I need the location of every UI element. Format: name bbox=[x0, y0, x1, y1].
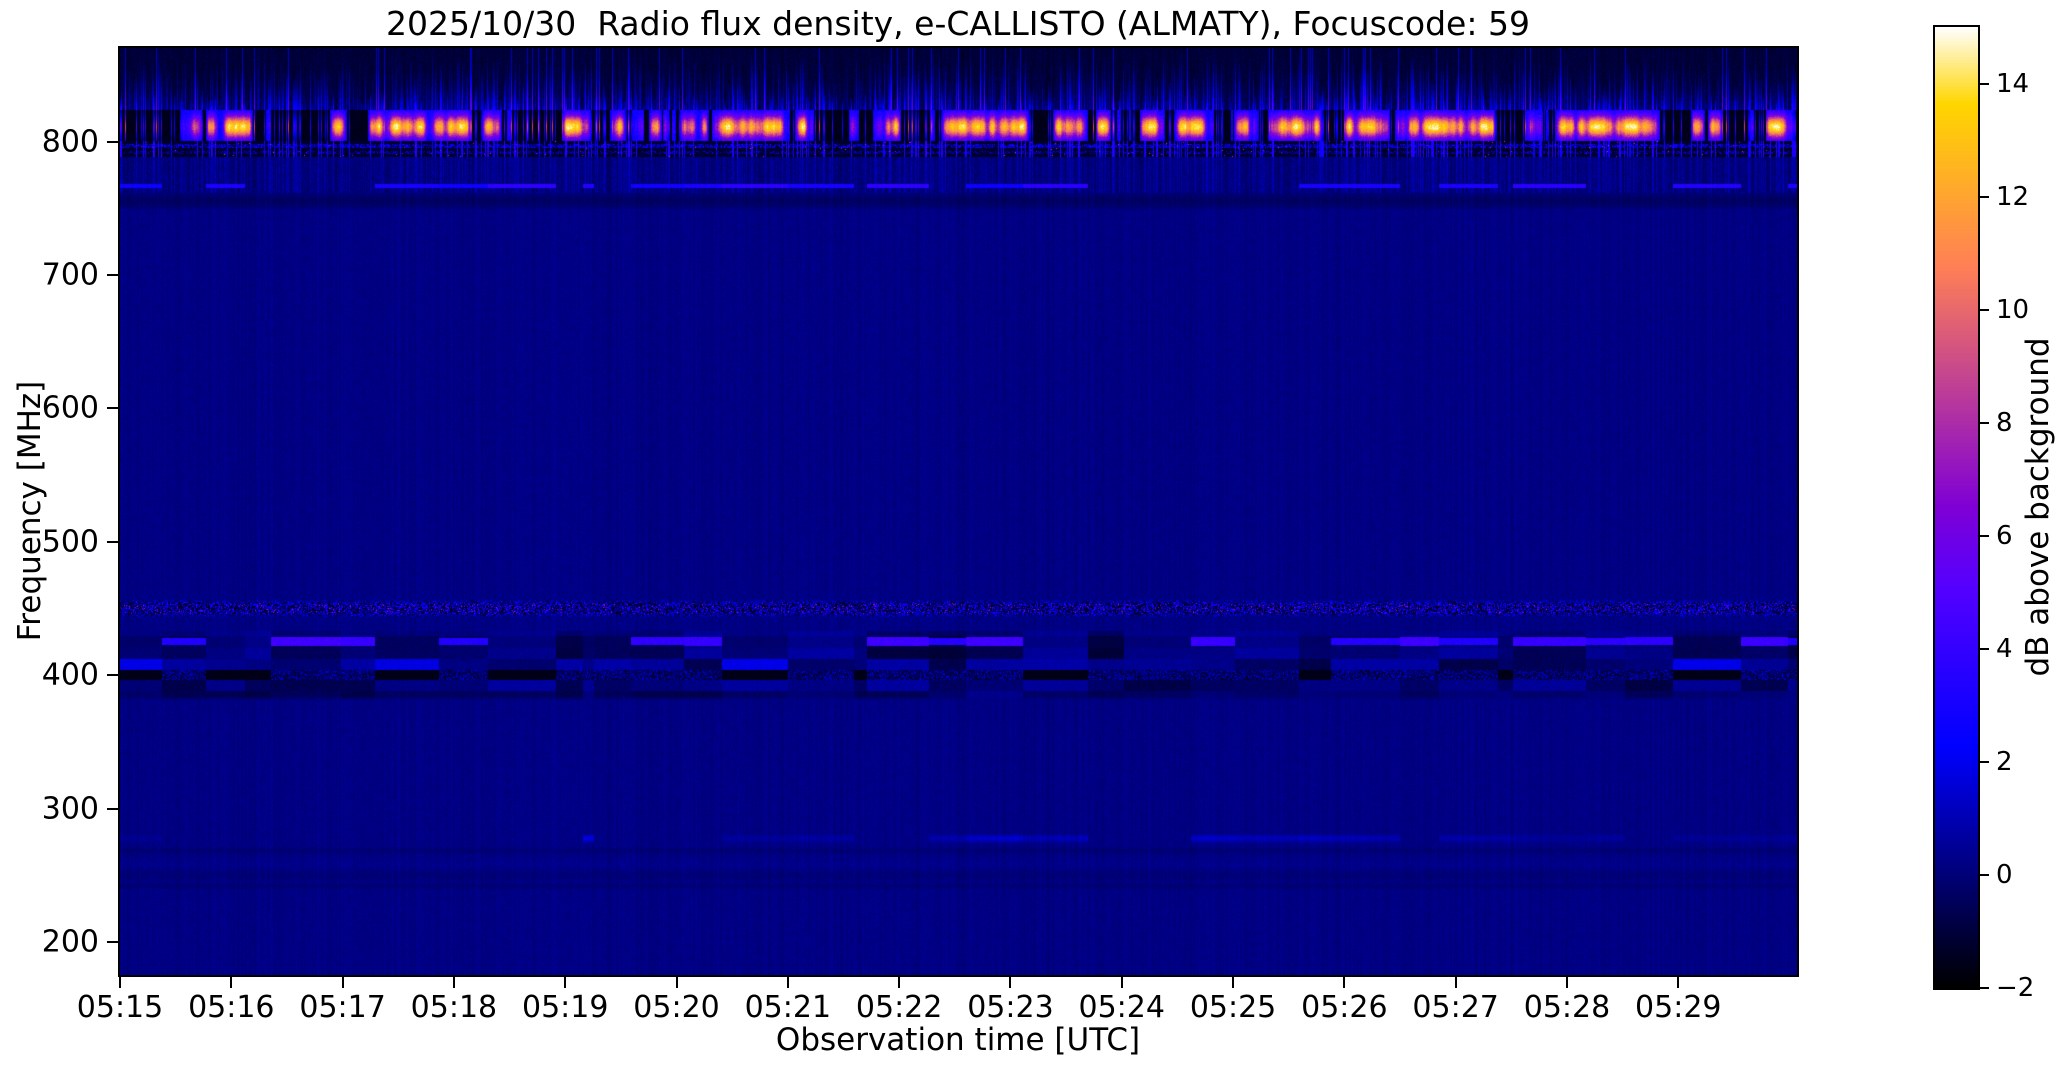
x-tick-mark bbox=[341, 977, 344, 988]
colorbar-tick-label: 2 bbox=[1996, 746, 2013, 777]
x-tick-mark bbox=[119, 977, 121, 988]
x-tick-mark bbox=[1232, 977, 1235, 988]
colorbar-tick-label: −2 bbox=[1996, 973, 2035, 1003]
x-tick-label: 05:27 bbox=[1412, 990, 1499, 1025]
x-tick-label: 05:19 bbox=[521, 990, 609, 1025]
y-tick-mark bbox=[107, 140, 118, 143]
x-tick-label: 05:23 bbox=[967, 990, 1054, 1025]
x-tick-label: 05:28 bbox=[1523, 990, 1611, 1025]
x-tick-label: 05:22 bbox=[855, 990, 943, 1025]
y-tick-label: 600 bbox=[41, 390, 99, 426]
x-tick-label: 05:24 bbox=[1078, 990, 1165, 1025]
colorbar-tick-label: 12 bbox=[1996, 181, 2030, 212]
y-tick-mark bbox=[107, 674, 118, 677]
x-tick-mark bbox=[1120, 977, 1123, 988]
x-tick-label: 05:20 bbox=[633, 990, 720, 1025]
y-tick-mark bbox=[107, 540, 118, 543]
colorbar-label: dB above background bbox=[2020, 337, 2056, 677]
y-tick-label: 500 bbox=[41, 524, 99, 560]
colorbar-tick-label: 4 bbox=[1996, 633, 2013, 664]
x-tick-label: 05:18 bbox=[410, 990, 498, 1025]
x-tick-mark bbox=[1454, 977, 1457, 988]
x-tick-mark bbox=[1565, 977, 1568, 988]
y-tick-mark bbox=[107, 274, 118, 277]
colorbar-tick-mark bbox=[1980, 647, 1989, 650]
colorbar-tick-mark bbox=[1980, 195, 1989, 198]
x-tick-mark bbox=[898, 977, 901, 988]
x-tick-label: 05:26 bbox=[1301, 990, 1388, 1025]
y-tick-mark bbox=[107, 407, 118, 410]
y-tick-label: 200 bbox=[41, 924, 99, 960]
y-tick-label: 400 bbox=[41, 657, 99, 693]
colorbar-frame bbox=[1933, 25, 1980, 990]
x-tick-mark bbox=[230, 977, 233, 988]
colorbar-tick-mark bbox=[1980, 873, 1989, 876]
x-tick-mark bbox=[786, 977, 789, 988]
x-tick-label: 05:29 bbox=[1635, 990, 1722, 1025]
x-tick-mark bbox=[675, 977, 678, 988]
x-tick-mark bbox=[1677, 977, 1680, 988]
chart-title: 2025/10/30 Radio flux density, e-CALLIST… bbox=[386, 4, 1530, 43]
x-axis-label: Observation time [UTC] bbox=[775, 1022, 1141, 1058]
y-tick-mark bbox=[107, 940, 118, 943]
x-tick-mark bbox=[1343, 977, 1346, 988]
colorbar-tick-mark bbox=[1980, 421, 1989, 424]
y-tick-label: 300 bbox=[41, 791, 99, 827]
y-tick-label: 700 bbox=[41, 257, 99, 293]
y-tick-label: 800 bbox=[41, 124, 99, 160]
x-tick-label: 05:15 bbox=[76, 990, 164, 1025]
colorbar-canvas bbox=[1935, 27, 1978, 988]
spectrogram-canvas bbox=[120, 48, 1797, 975]
x-tick-label: 05:17 bbox=[299, 990, 386, 1025]
plot-frame bbox=[118, 46, 1799, 977]
colorbar-tick-mark bbox=[1980, 308, 1989, 311]
colorbar-tick-label: 6 bbox=[1996, 520, 2013, 551]
x-tick-label: 05:16 bbox=[188, 990, 275, 1025]
x-tick-mark bbox=[564, 977, 567, 988]
colorbar-tick-label: 10 bbox=[1996, 294, 2030, 325]
colorbar-tick-mark bbox=[1980, 987, 1989, 989]
x-tick-label: 05:21 bbox=[744, 990, 832, 1025]
x-tick-mark bbox=[1009, 977, 1012, 988]
colorbar-tick-label: 8 bbox=[1996, 407, 2013, 438]
colorbar-tick-mark bbox=[1980, 760, 1989, 763]
colorbar-tick-mark bbox=[1980, 534, 1989, 537]
colorbar-tick-label: 14 bbox=[1996, 68, 2030, 99]
colorbar-tick-label: 0 bbox=[1996, 859, 2013, 890]
x-tick-mark bbox=[452, 977, 455, 988]
colorbar-tick-mark bbox=[1980, 82, 1989, 85]
x-tick-label: 05:25 bbox=[1189, 990, 1277, 1025]
y-tick-mark bbox=[107, 807, 118, 810]
